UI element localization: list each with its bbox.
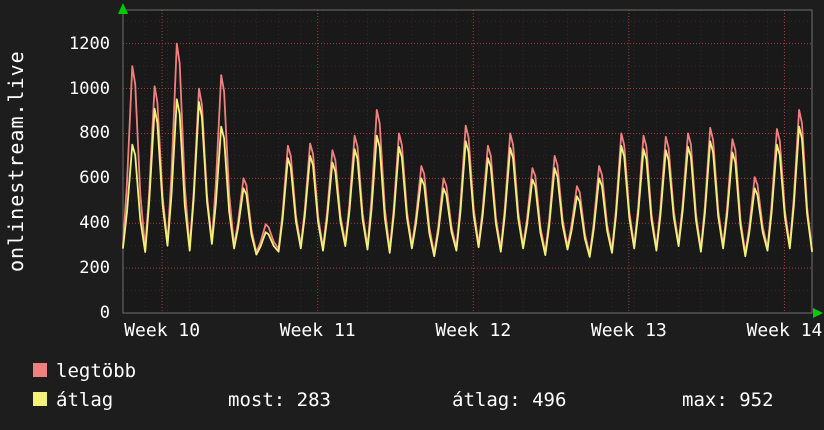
y-tick-label: 800: [79, 123, 110, 144]
x-tick-label: Week 14: [746, 320, 823, 341]
legend-swatch-atlag: [33, 392, 47, 406]
y-tick-label: 1000: [69, 78, 110, 99]
x-tick-label: Week 11: [279, 320, 356, 341]
y-tick-label: 600: [79, 168, 110, 189]
legend-label-atlag: átlag: [56, 389, 114, 411]
y-tick-label: 1200: [69, 33, 110, 54]
y-axis-arrow-icon: [118, 3, 128, 14]
x-axis-arrow-icon: [813, 308, 823, 318]
x-tick-label: Week 10: [124, 320, 201, 341]
y-tick-label: 0: [99, 303, 110, 323]
y-tick-label: 400: [79, 213, 110, 234]
y-tick-label: 200: [79, 258, 110, 279]
x-tick-label: Week 13: [590, 320, 667, 341]
stat-max: max: 952: [682, 389, 774, 411]
legend-swatch-legtobb: [33, 363, 47, 377]
stat-avg: átlag: 496: [452, 389, 567, 411]
stat-most: most: 283: [228, 389, 331, 411]
series-line-atlag: [122, 98, 813, 258]
x-tick-label: Week 12: [435, 320, 512, 341]
legend-label-legtobb: legtöbb: [56, 360, 137, 382]
